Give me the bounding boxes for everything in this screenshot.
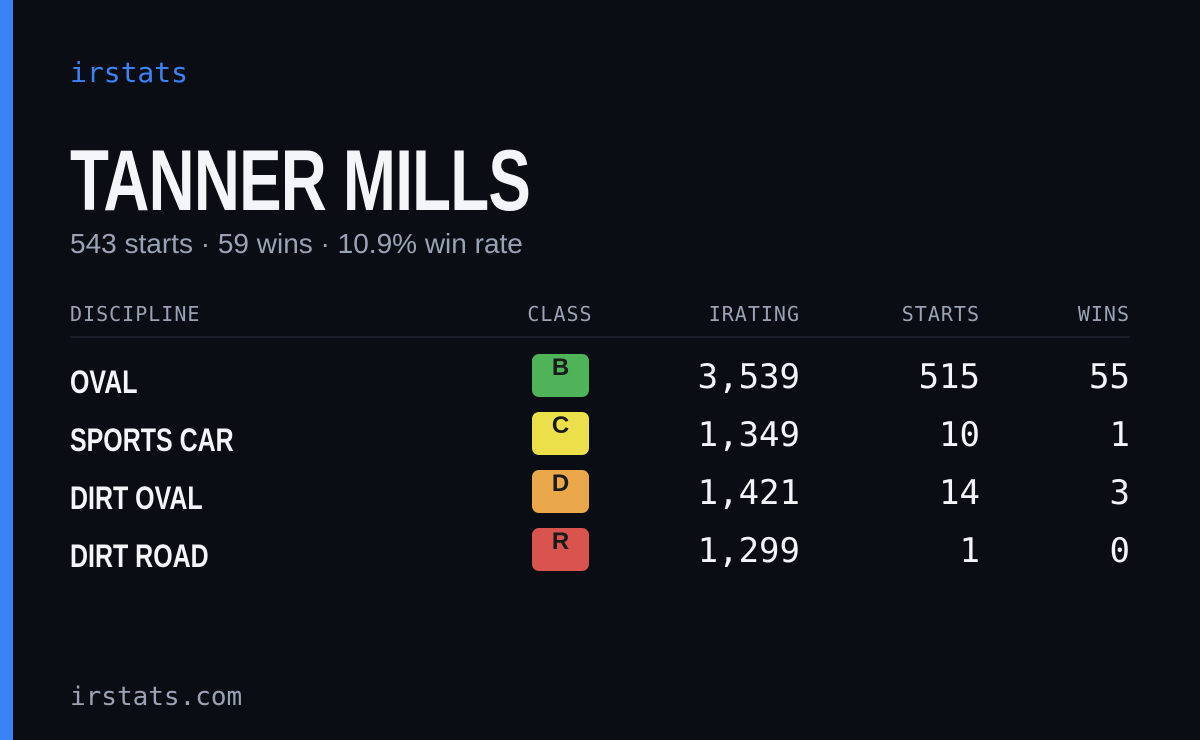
footer: irstats.com	[70, 682, 243, 712]
class-badge: B	[532, 354, 589, 397]
brand: irstats	[70, 56, 189, 89]
column-header: WINS	[1077, 302, 1130, 326]
starts: 14	[939, 473, 980, 513]
starts: 1	[959, 531, 980, 571]
starts: 515	[918, 357, 980, 397]
driver-name: TANNER MILLS	[70, 133, 531, 229]
irating: 3,539	[697, 357, 800, 397]
discipline: SPORTS CAR	[70, 422, 234, 458]
wins: 3	[1109, 473, 1130, 513]
column-header: STARTS	[901, 302, 980, 326]
column-header: IRATING	[708, 302, 800, 326]
discipline: DIRT OVAL	[70, 480, 203, 516]
column-header: DISCIPLINE	[70, 302, 201, 326]
irating: 1,421	[697, 473, 800, 513]
irating: 1,349	[697, 415, 800, 455]
irating: 1,299	[697, 531, 800, 571]
wins: 1	[1109, 415, 1130, 455]
class-badge: R	[532, 528, 589, 571]
discipline: DIRT ROAD	[70, 538, 209, 574]
wins: 55	[1089, 357, 1130, 397]
accent-bar	[0, 0, 13, 740]
discipline: OVAL	[70, 364, 138, 400]
class-badge: C	[532, 412, 589, 455]
starts: 10	[939, 415, 980, 455]
column-header: CLASS	[527, 302, 593, 326]
class-badge: D	[532, 470, 589, 513]
wins: 0	[1109, 531, 1130, 571]
summary: 543 starts · 59 wins · 10.9% win rate	[70, 228, 523, 259]
header-rule	[70, 336, 1130, 338]
